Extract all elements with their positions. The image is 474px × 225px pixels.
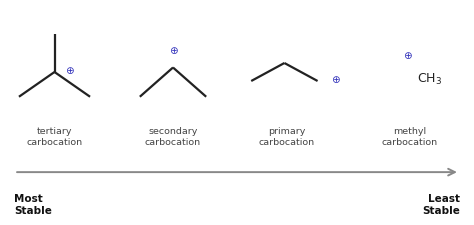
Text: ⊕: ⊕	[65, 66, 74, 76]
Text: ⊕: ⊕	[331, 75, 340, 85]
Text: methyl
carbocation: methyl carbocation	[382, 127, 438, 147]
Text: CH$_3$: CH$_3$	[417, 72, 442, 88]
Text: Most
Stable: Most Stable	[14, 194, 52, 216]
Text: secondary
carbocation: secondary carbocation	[145, 127, 201, 147]
Text: ⊕: ⊕	[169, 46, 177, 56]
Text: ⊕: ⊕	[403, 51, 412, 61]
Text: primary
carbocation: primary carbocation	[259, 127, 315, 147]
Text: tertiary
carbocation: tertiary carbocation	[27, 127, 82, 147]
Text: Least
Stable: Least Stable	[422, 194, 460, 216]
